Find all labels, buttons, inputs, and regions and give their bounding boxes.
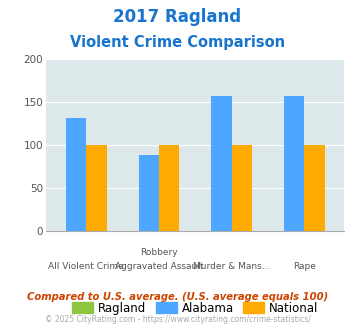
Bar [86,145,106,231]
Bar [284,96,304,231]
Bar [138,155,159,231]
Text: Robbery: Robbery [140,248,178,257]
Legend: Ragland, Alabama, National: Ragland, Alabama, National [67,297,323,319]
Text: © 2025 CityRating.com - https://www.cityrating.com/crime-statistics/: © 2025 CityRating.com - https://www.city… [45,315,310,324]
Text: All Violent Crime: All Violent Crime [48,262,124,271]
Text: 2017 Ragland: 2017 Ragland [114,8,241,26]
Bar [211,96,231,231]
Text: Murder & Mans...: Murder & Mans... [193,262,270,271]
Text: Violent Crime Comparison: Violent Crime Comparison [70,35,285,50]
Bar [304,145,325,231]
Text: Aggravated Assault: Aggravated Assault [115,262,203,271]
Text: Rape: Rape [293,262,316,271]
Bar [231,145,252,231]
Text: Compared to U.S. average. (U.S. average equals 100): Compared to U.S. average. (U.S. average … [27,292,328,302]
Bar [66,118,86,231]
Bar [159,145,179,231]
